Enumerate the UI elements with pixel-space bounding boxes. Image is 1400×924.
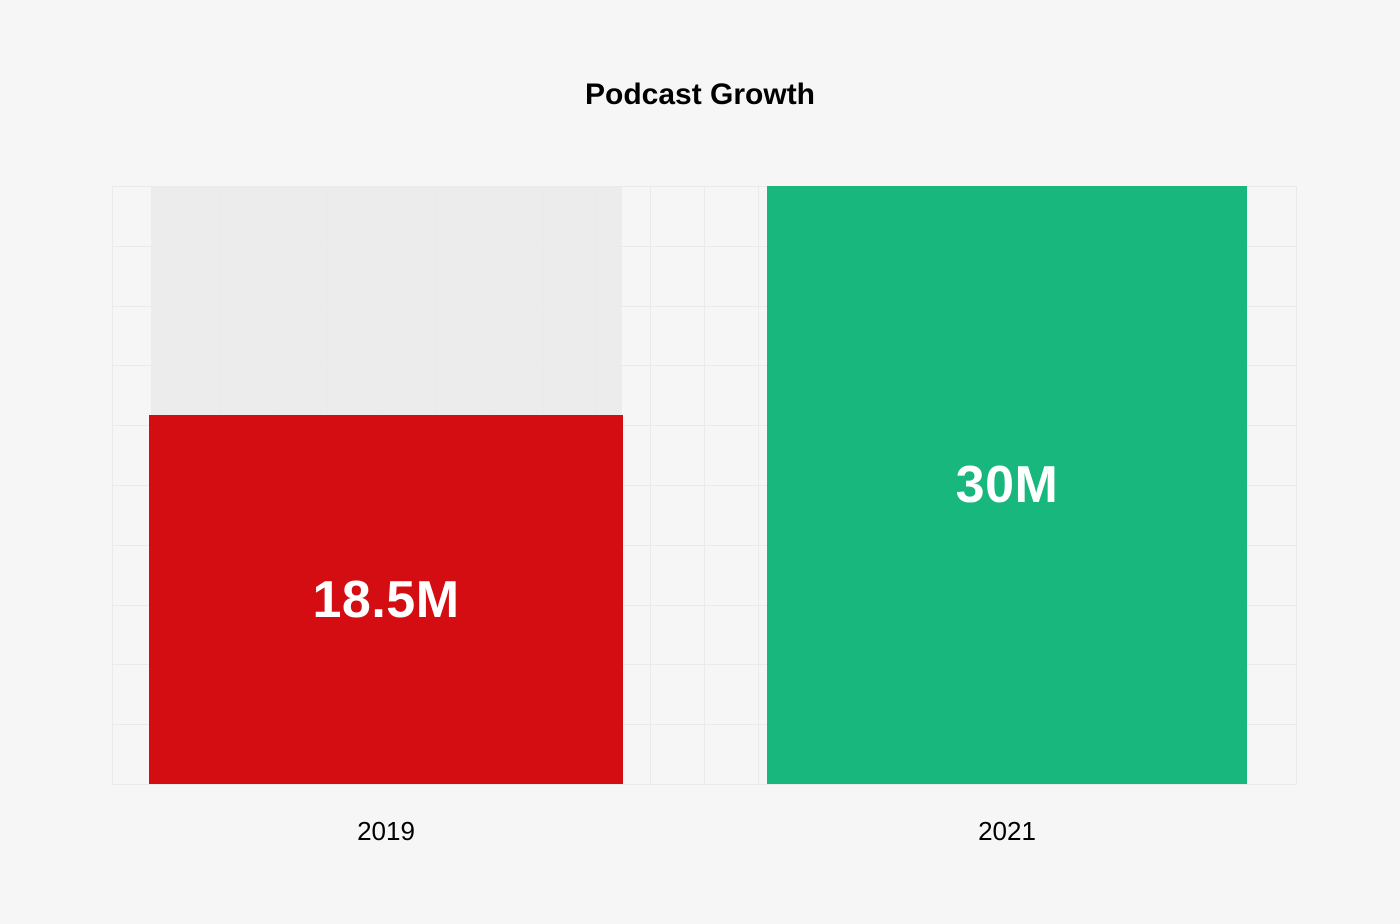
bar-2021-value-label: 30M <box>956 455 1059 515</box>
x-axis-label-2021: 2021 <box>767 816 1247 847</box>
chart-plot-area: 18.5M 30M <box>112 186 1296 784</box>
bar-2019-value-label: 18.5M <box>312 570 459 630</box>
bar-2019: 18.5M <box>149 415 623 784</box>
chart-title: Podcast Growth <box>0 78 1400 112</box>
bar-2021: 30M <box>767 186 1247 784</box>
x-axis-label-2019: 2019 <box>149 816 623 847</box>
